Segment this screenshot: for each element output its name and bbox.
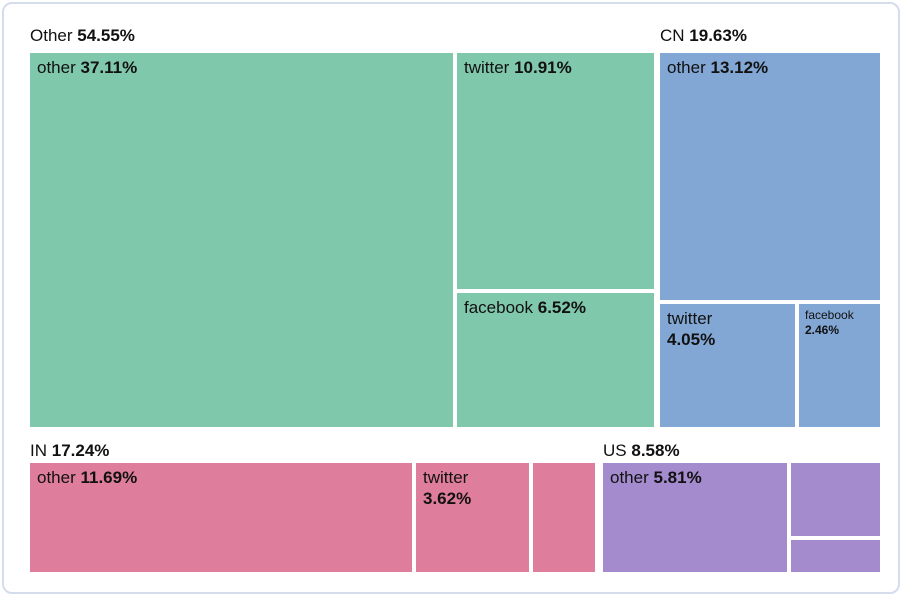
treemap-cell-other-other[interactable]: other 37.11%: [30, 53, 453, 427]
cell-label: [791, 463, 880, 471]
cell-label: [533, 463, 595, 471]
cell-label: other 37.11%: [37, 58, 138, 77]
treemap-cell-cn-twitter[interactable]: twitter 4.05%: [660, 304, 795, 427]
group-header-in: IN 17.24%: [30, 441, 109, 461]
group-label: Other: [30, 26, 73, 45]
group-value: 19.63%: [689, 26, 747, 45]
group-label: IN: [30, 441, 47, 460]
cell-label: twitter 4.05%: [667, 309, 716, 349]
group-header-cn: CN 19.63%: [660, 26, 747, 46]
treemap-cell-other-twitter[interactable]: twitter 10.91%: [457, 53, 654, 289]
cell-label: other 11.69%: [37, 468, 138, 487]
cell-label: [791, 540, 880, 548]
group-value: 8.58%: [631, 441, 680, 460]
group-header-us: US 8.58%: [603, 441, 680, 461]
group-value: 54.55%: [77, 26, 135, 45]
treemap-cell-us-unlabeled-2[interactable]: [791, 540, 880, 572]
group-value: 17.24%: [51, 441, 110, 460]
treemap-cell-us-unlabeled-1[interactable]: [791, 463, 880, 536]
treemap-cell-cn-other[interactable]: other 13.12%: [660, 53, 880, 300]
group-label: US: [603, 441, 627, 460]
treemap-cell-in-other[interactable]: other 11.69%: [30, 463, 412, 572]
cell-label: facebook 2.46%: [805, 308, 854, 337]
treemap-cell-us-other[interactable]: other 5.81%: [603, 463, 787, 572]
cell-label: twitter 3.62%: [423, 468, 472, 508]
group-label: CN: [660, 26, 685, 45]
treemap-cell-in-unlabeled[interactable]: [533, 463, 595, 572]
cell-label: other 5.81%: [610, 468, 702, 487]
cell-label: twitter 10.91%: [464, 58, 572, 77]
cell-label: facebook 6.52%: [464, 298, 586, 317]
cell-label: other 13.12%: [667, 58, 769, 77]
treemap-cell-cn-facebook[interactable]: facebook 2.46%: [799, 304, 880, 427]
treemap-cell-other-facebook[interactable]: facebook 6.52%: [457, 293, 654, 427]
treemap-cell-in-twitter[interactable]: twitter 3.62%: [416, 463, 529, 572]
group-header-other: Other 54.55%: [30, 26, 135, 46]
